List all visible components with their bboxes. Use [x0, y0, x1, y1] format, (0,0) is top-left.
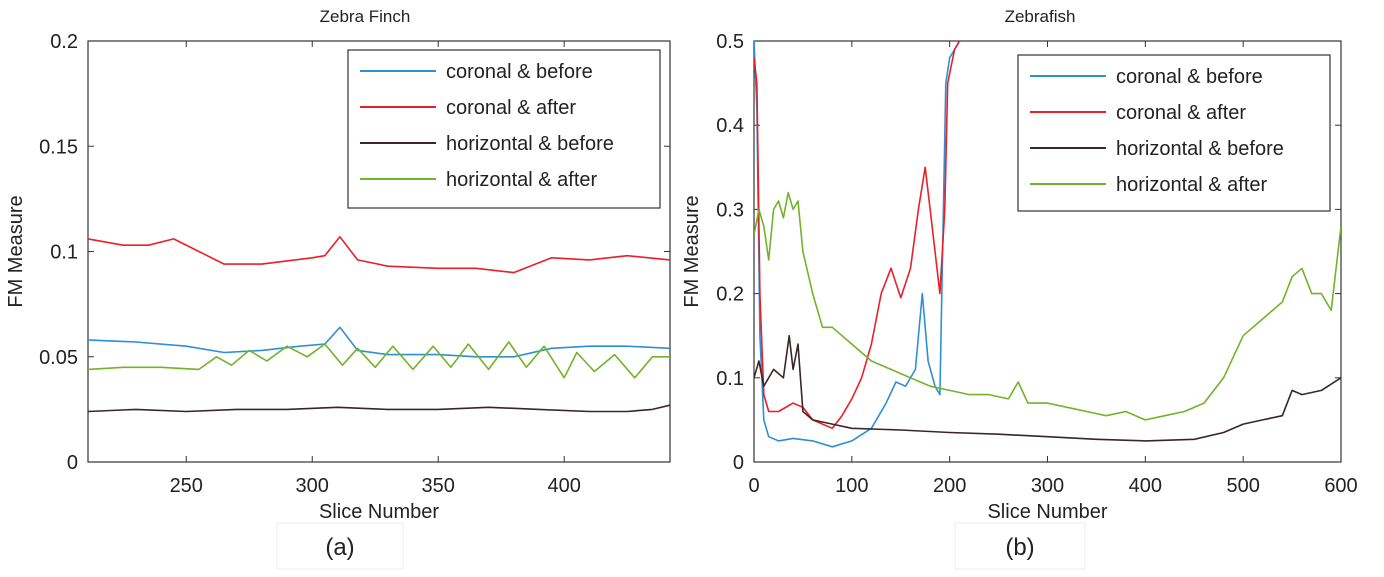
finch-series-line-2 [88, 404, 670, 413]
fish-caption: (b) [1005, 534, 1034, 561]
fish-legend: coronal & before coronal & after horizonta… [1017, 54, 1331, 212]
fish-legend-label-0: coronal & before [1116, 66, 1263, 88]
fish-series-line-3 [754, 191, 1341, 421]
finch-y-tick-label: 0.05 [39, 347, 78, 369]
fish-chart-title: Zebrafish [1005, 7, 1076, 26]
fish-x-tick-label: 400 [1129, 475, 1162, 497]
fish-y-tick-label: 0 [733, 452, 744, 474]
finch-series-line-0 [88, 326, 670, 358]
fish-legend-label-2: horizontal & before [1116, 138, 1284, 160]
fish-x-tick-label: 100 [835, 475, 868, 497]
finch-legend-label-0: coronal & before [446, 61, 593, 83]
finch-y-axis-label: FM Measure [5, 195, 27, 307]
fish-series-group [754, 41, 1341, 448]
fish-y-tick-label: 0.1 [716, 368, 744, 390]
fish-x-tick-label: 600 [1324, 475, 1357, 497]
fish-y-tick-label: 0.3 [716, 199, 744, 221]
finch-x-tick-label: 350 [422, 475, 455, 497]
fish-y-axis-label: FM Measure [681, 195, 703, 307]
finch-x-tick-label: 300 [296, 475, 329, 497]
finch-caption: (a) [325, 534, 354, 561]
fish-y-tick-label: 0.4 [716, 115, 744, 137]
finch-chart-title: Zebra Finch [320, 7, 411, 26]
finch-x-tick-label: 400 [547, 475, 580, 497]
finch-legend-label-3: horizontal & after [446, 169, 598, 191]
fish-chart: Zebrafish 0 0.1 0.2 0.3 0.4 0.5 0 100 200 300 400 50… [681, 7, 1358, 570]
fish-y-tick-label: 0.2 [716, 284, 744, 306]
fish-series-line-2 [754, 334, 1341, 442]
finch-legend: coronal & before coronal & after horizonta… [347, 49, 661, 209]
finch-series-group [88, 236, 670, 413]
finch-x-tick-label: 250 [170, 475, 203, 497]
fish-legend-label-3: horizontal & after [1116, 174, 1268, 196]
finch-y-tick-label: 0 [67, 452, 78, 474]
finch-y-tick-label: 0.2 [50, 31, 78, 53]
finch-y-tick-label: 0.1 [50, 242, 78, 264]
finch-series-line-3 [88, 341, 670, 379]
finch-y-tick-label: 0.15 [39, 136, 78, 158]
finch-legend-box [347, 49, 661, 209]
fish-series-line-0 [754, 41, 961, 448]
finch-chart: Zebra Finch 0 0.05 0.1 0.15 0.2 250 300 350 400 Sl… [5, 7, 671, 570]
fish-caption-box [954, 522, 1086, 570]
finch-caption-box [276, 522, 404, 570]
finch-x-axis-label: Slice Number [319, 501, 439, 523]
fish-x-tick-label: 0 [748, 475, 759, 497]
fish-x-axis-label: Slice Number [987, 501, 1107, 523]
fish-x-tick-label: 500 [1226, 475, 1259, 497]
fish-legend-label-1: coronal & after [1116, 102, 1246, 124]
finch-legend-label-1: coronal & after [446, 97, 576, 119]
fish-y-tick-label: 0.5 [716, 31, 744, 53]
finch-series-line-1 [88, 236, 670, 274]
fish-x-tick-label: 200 [933, 475, 966, 497]
fish-series-line-1 [754, 41, 961, 430]
finch-legend-label-2: horizontal & before [446, 133, 614, 155]
fish-x-tick-label: 300 [1031, 475, 1064, 497]
